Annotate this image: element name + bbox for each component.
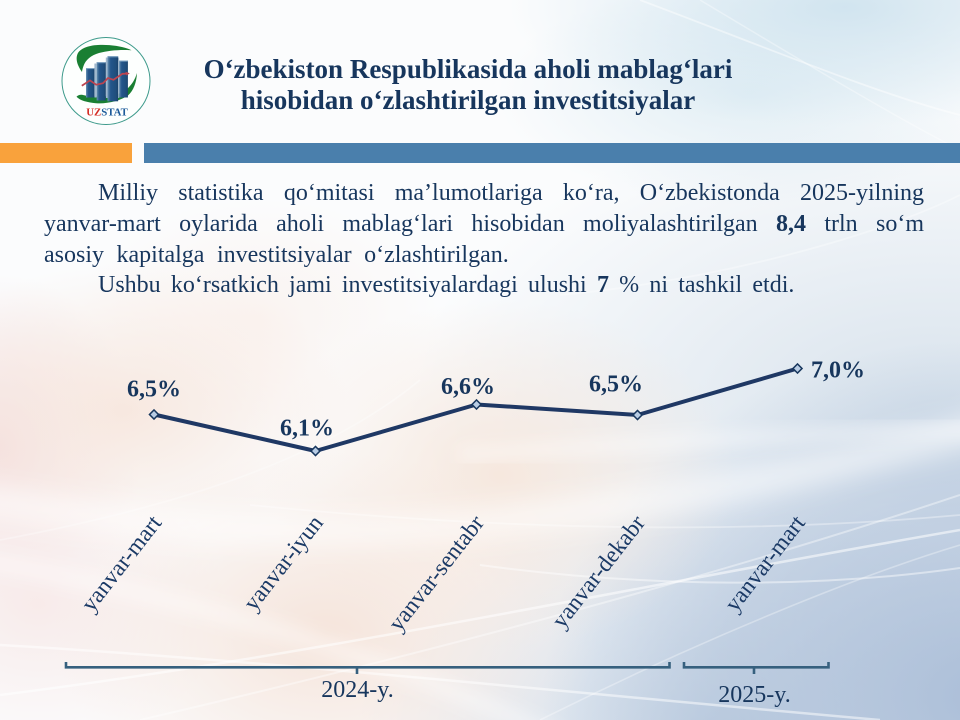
- svg-text:6,5%: 6,5%: [589, 372, 643, 398]
- svg-text:2024-y.: 2024-y.: [321, 677, 393, 703]
- svg-text:UZSTAT: UZSTAT: [86, 106, 128, 118]
- svg-text:6,1%: 6,1%: [280, 416, 334, 442]
- svg-text:yanvar-mart: yanvar-mart: [720, 510, 811, 616]
- svg-text:yanvar-sentabr: yanvar-sentabr: [384, 511, 490, 637]
- svg-text:yanvar-dekabr: yanvar-dekabr: [547, 511, 651, 634]
- svg-text:6,5%: 6,5%: [127, 377, 181, 403]
- svg-text:7,0%: 7,0%: [811, 358, 865, 384]
- svg-text:yanvar-mart: yanvar-mart: [76, 510, 167, 616]
- svg-text:6,6%: 6,6%: [441, 374, 495, 400]
- svg-text:yanvar-iyun: yanvar-iyun: [239, 510, 329, 615]
- svg-text:2025-y.: 2025-y.: [718, 682, 790, 708]
